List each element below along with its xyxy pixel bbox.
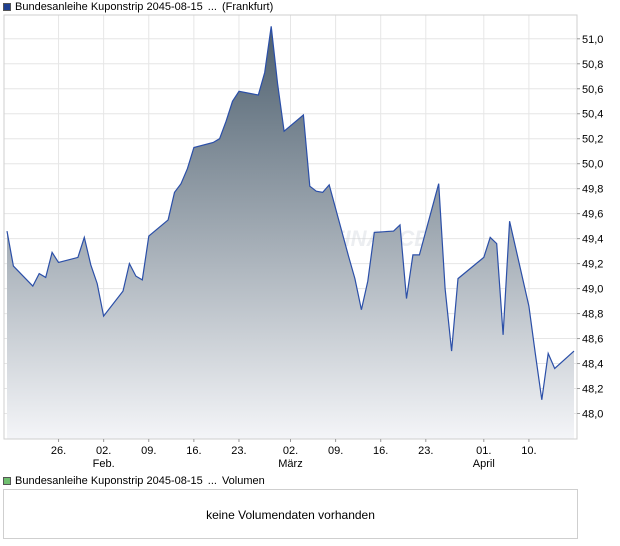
y-tick-label: 49,8 (582, 184, 603, 196)
price-legend-instrument: Bundesanleihe Kuponstrip 2045-08-15 (15, 1, 203, 13)
y-tick-label: 49,6 (582, 209, 603, 221)
price-legend-ellipsis: ... (207, 1, 217, 13)
y-axis: 48,0 48,2 48,4 48,6 48,8 49,0 49,2 49,4 49,6 49,8… (577, 34, 603, 421)
volume-legend-label: Volumen (221, 475, 265, 487)
x-month-label: Feb. (93, 458, 115, 470)
volume-legend-swatch (3, 477, 11, 485)
x-month-label: März (278, 458, 302, 470)
y-tick-label: 49,4 (582, 234, 603, 246)
volume-legend-ellipsis: ... (207, 475, 217, 487)
x-tick-label: 01. (476, 445, 491, 457)
y-tick-label: 50,8 (582, 59, 603, 71)
y-tick-label: 48,8 (582, 309, 603, 321)
x-tick-label: 10. (521, 445, 536, 457)
x-tick-label: 16. (373, 445, 388, 457)
price-legend-swatch (3, 3, 11, 11)
y-tick-label: 48,0 (582, 409, 603, 421)
x-tick-label: 23. (418, 445, 433, 457)
y-tick-label: 48,4 (582, 359, 603, 371)
y-tick-label: 50,0 (582, 159, 603, 171)
x-tick-label: 09. (141, 445, 156, 457)
price-legend-exchange: (Frankfurt) (221, 1, 274, 13)
y-tick-label: 48,6 (582, 334, 603, 346)
volume-legend: Bundesanleihe Kuponstrip 2045-08-15 ... … (3, 474, 265, 488)
x-tick-label: 09. (328, 445, 343, 457)
y-tick-label: 50,4 (582, 109, 603, 121)
volume-panel: keine Volumendaten vorhanden (3, 489, 578, 539)
y-tick-label: 49,0 (582, 284, 603, 296)
price-chart: FINANCE 48,048,248,448,648,849,049,249,4… (3, 14, 603, 470)
y-tick-label: 49,2 (582, 259, 603, 271)
price-line (6, 26, 575, 400)
y-tick-label: 51,0 (582, 34, 603, 46)
x-tick-label: 02. (283, 445, 298, 457)
price-area-fill (7, 26, 574, 439)
x-tick-label: 23. (231, 445, 246, 457)
x-tick-label: 02. (96, 445, 111, 457)
x-tick-label: 16. (186, 445, 201, 457)
y-tick-label: 50,6 (582, 84, 603, 96)
volume-empty-message: keine Volumendaten vorhanden (206, 508, 375, 522)
price-legend: Bundesanleihe Kuponstrip 2045-08-15 ... … (3, 0, 273, 14)
volume-legend-instrument: Bundesanleihe Kuponstrip 2045-08-15 (15, 475, 203, 487)
x-month-label: April (473, 458, 495, 470)
x-tick-label: 26. (51, 445, 66, 457)
y-tick-label: 50,2 (582, 134, 603, 146)
y-tick-label: 48,2 (582, 384, 603, 396)
